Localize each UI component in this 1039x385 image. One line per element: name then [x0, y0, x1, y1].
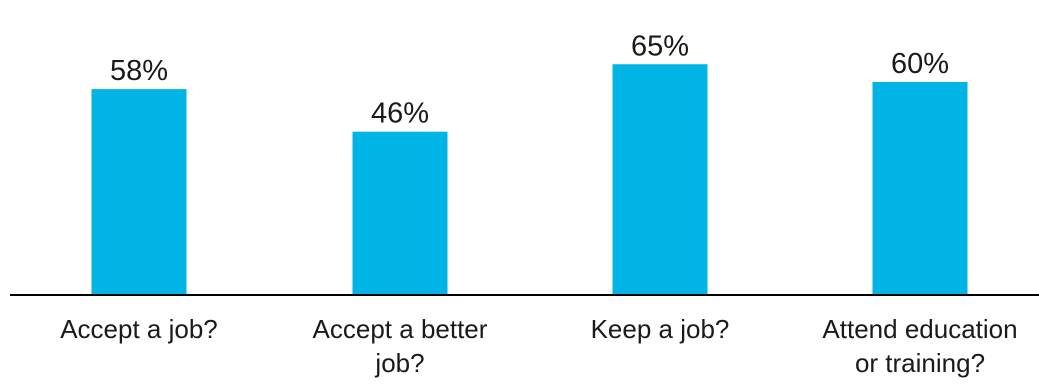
bars-layer: [91, 64, 968, 295]
value-labels-layer: 58% 46% 65% 60%: [110, 30, 949, 129]
value-label-3: 65%: [631, 30, 689, 62]
bar-4: [872, 82, 968, 295]
category-label-4-line-1: Attend education: [822, 314, 1017, 344]
category-label-2-line-1: Accept a better: [313, 314, 488, 344]
category-label-3: Keep a job?: [591, 314, 730, 344]
category-labels-layer: Accept a job? Accept a better job? Keep a j…: [60, 314, 1017, 378]
bar-3: [612, 64, 708, 295]
value-label-4: 60%: [891, 48, 949, 80]
category-label-1: Accept a job?: [60, 314, 218, 344]
bar-2: [352, 131, 448, 295]
category-label-4-line-2: or training?: [855, 348, 985, 378]
category-label-2-line-2: job?: [374, 348, 424, 378]
value-label-1: 58%: [110, 55, 168, 87]
value-label-2: 46%: [371, 98, 429, 130]
bar-1: [91, 89, 187, 295]
